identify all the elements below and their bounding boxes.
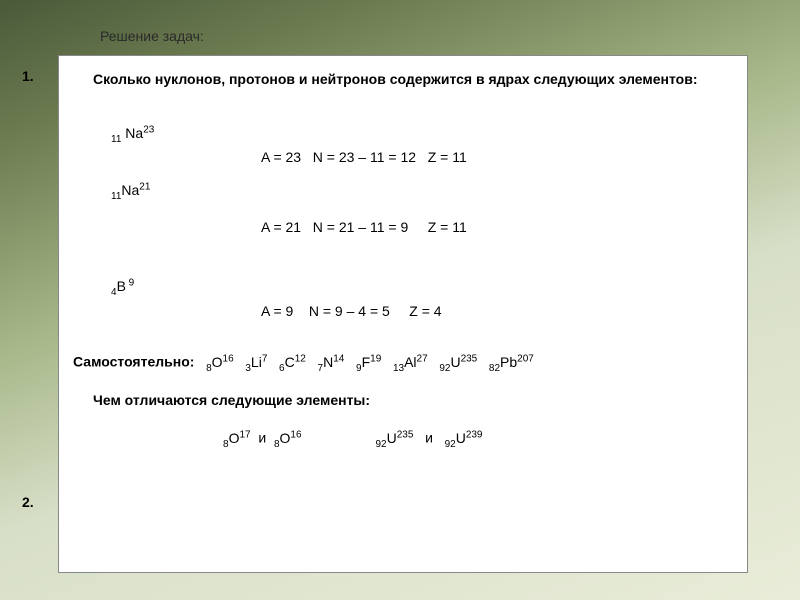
formula-na23: A = 23 N = 23 – 11 = 12 Z = 11 (261, 148, 727, 167)
self-study-element: 82Pb207 (489, 354, 534, 370)
formula-b9: A = 9 N = 9 – 4 = 5 Z = 4 (261, 302, 727, 321)
symbol: O (280, 430, 291, 446)
superscript: 21 (139, 182, 150, 193)
conjunction: и (258, 430, 266, 446)
subscript: 11 (111, 191, 121, 202)
slide-title: Решение задач: (0, 0, 800, 44)
symbol: Na (125, 125, 143, 141)
conjunction: и (425, 430, 433, 446)
superscript: 235 (397, 429, 414, 440)
subscript: 92 (375, 439, 386, 450)
self-study-element: 9F19 (356, 354, 381, 370)
self-study-label: Самостоятельно: (73, 354, 194, 370)
self-study-element: 3Li7 (245, 354, 267, 370)
superscript: 23 (143, 124, 154, 135)
symbol: Na (121, 182, 139, 198)
question-2: Чем отличаются следующие элементы: (73, 391, 727, 410)
subscript: 92 (445, 439, 456, 450)
self-study-element: 13Al27 (393, 354, 428, 370)
content-box: Сколько нуклонов, протонов и нейтронов с… (58, 55, 748, 573)
self-study-row: Самостоятельно: 8O16 3Li7 6C12 7N14 9F19… (73, 352, 727, 375)
superscript: 16 (290, 429, 301, 440)
symbol: O (229, 430, 240, 446)
slide-root: Решение задач: 1. Сколько нуклонов, прот… (0, 0, 800, 600)
self-study-element: 92U235 (439, 354, 477, 370)
element-na21: 11Na21 (111, 181, 727, 204)
superscript: 17 (239, 429, 250, 440)
question-2-heading: Чем отличаются следующие элементы: (93, 391, 370, 410)
superscript: 239 (466, 429, 483, 440)
question-1-number: 1. (22, 68, 34, 84)
element-na23: 11 Na23 (111, 123, 727, 146)
symbol: B (117, 278, 126, 294)
element-pairs: 8O17 и 8O16 92U235 и 92U239 (223, 428, 727, 451)
formula-na21: A = 21 N = 21 – 11 = 9 Z = 11 (261, 218, 727, 237)
subscript: 11 (111, 133, 121, 144)
self-study-element: 6C12 (279, 354, 306, 370)
symbol: U (456, 430, 466, 446)
question-1-heading: Сколько нуклонов, протонов и нейтронов с… (93, 70, 727, 89)
superscript: 9 (126, 278, 134, 289)
symbol: U (387, 430, 397, 446)
self-study-element: 7N14 (318, 354, 345, 370)
element-b9: 4B 9 (111, 277, 727, 300)
question-2-number: 2. (22, 494, 34, 510)
self-study-element: 8O16 (206, 354, 234, 370)
